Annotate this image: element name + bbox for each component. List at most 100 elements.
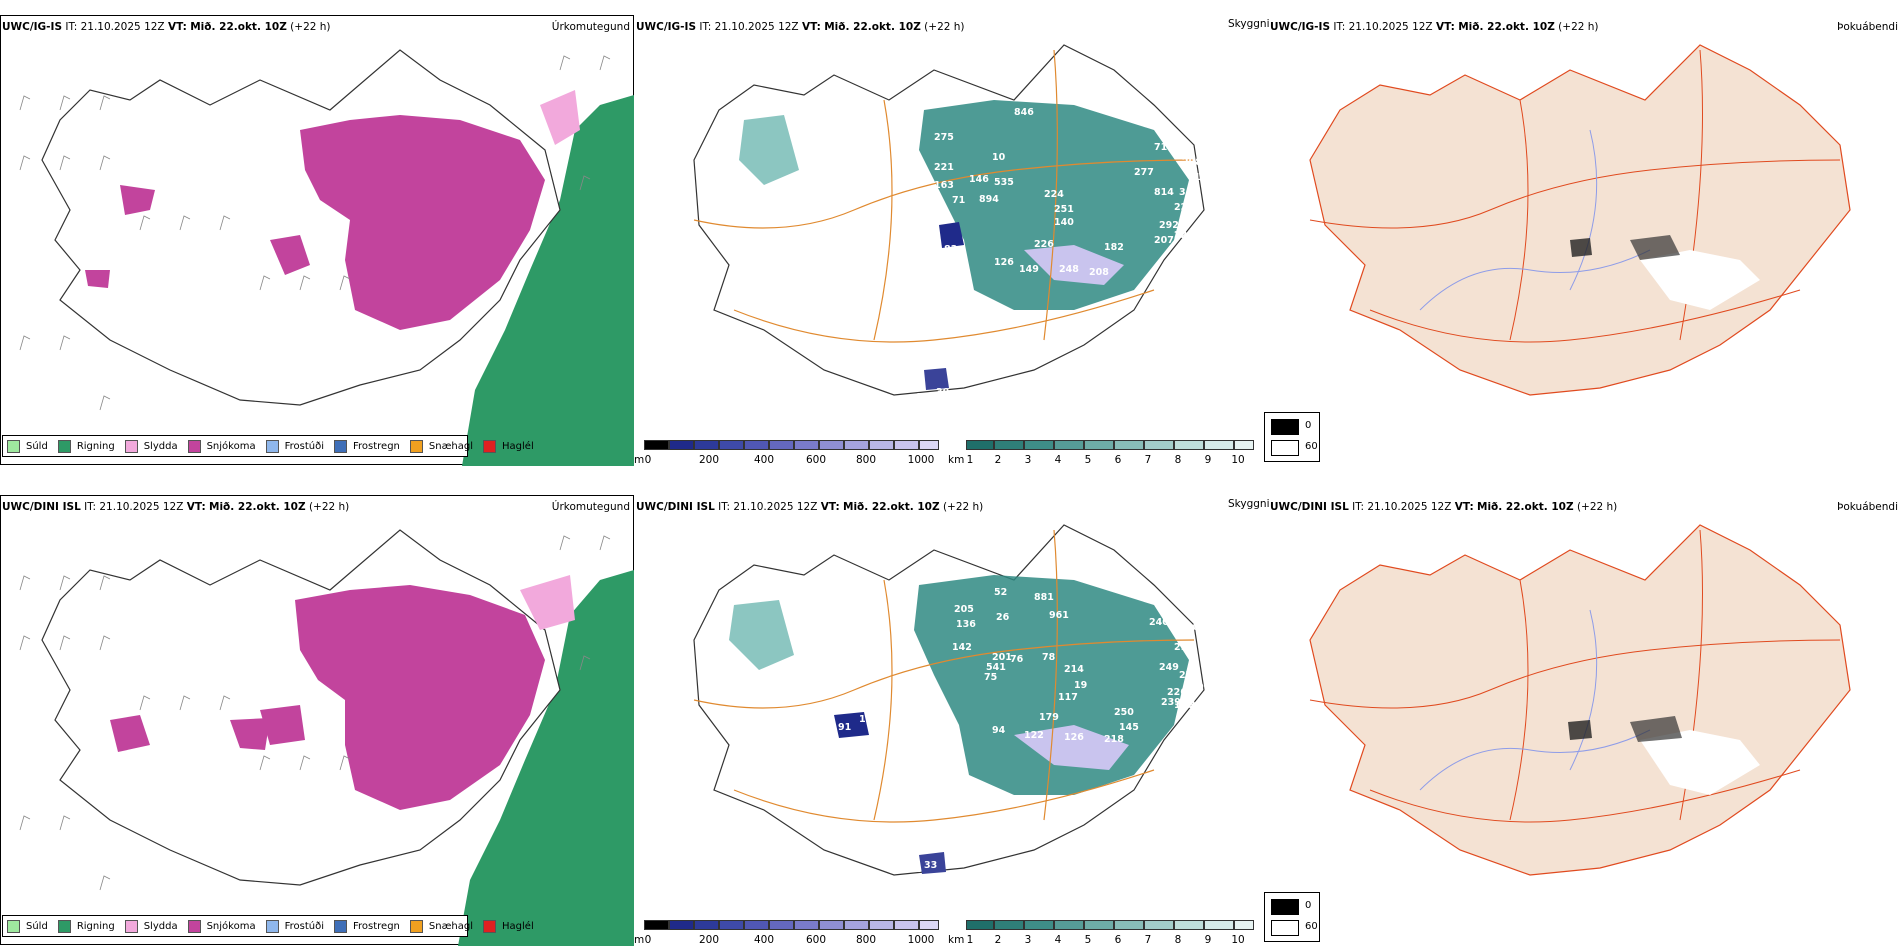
cloud-base-label: 78 <box>1042 652 1056 663</box>
cloud-base-label: 961 <box>1049 610 1069 621</box>
legend-item: Frostúði <box>265 439 324 453</box>
vis-tick: 4 <box>1054 454 1062 466</box>
vis-tick: 9 <box>1204 454 1212 466</box>
fog-area <box>1640 730 1760 795</box>
vis-tick: 10 <box>1231 454 1245 466</box>
fog-map <box>1309 44 1851 396</box>
cloud-tick: 200 <box>698 454 720 466</box>
it-value: 21.10.2025 12Z <box>733 501 818 513</box>
cloud-base-label: 83 <box>944 244 957 255</box>
legend-item: Frostúði <box>265 919 324 933</box>
vis-colorbar: km 1 2 3 4 5 6 7 8 9 10 <box>948 920 1256 946</box>
cloud-base-label: 220 <box>1174 202 1194 213</box>
it-value: 21.10.2025 12Z <box>1367 501 1452 513</box>
vt-value: Mið. 22.okt. 10Z <box>209 501 306 513</box>
low-cloud-area <box>924 368 949 390</box>
snow-area <box>270 235 310 275</box>
cloud-base-label: 146 <box>969 174 989 185</box>
low-cloud-area <box>1024 245 1124 285</box>
legend-item: Slydda <box>124 439 178 453</box>
cloud-base-label: 122 <box>1024 730 1044 741</box>
it-value: 21.10.2025 12Z <box>99 501 184 513</box>
cloud-base-label: 535 <box>994 177 1014 188</box>
fog-panel-2: UWC/DINI ISL IT: 21.10.2025 12Z VT: Mið.… <box>1270 490 1900 946</box>
cloud-base-label: 205 <box>954 604 974 615</box>
cloud-base-label: 814 <box>1154 187 1174 198</box>
model-name: UWC/DINI ISL <box>1270 501 1349 513</box>
it-label: IT: <box>84 501 97 513</box>
legend-item: Rigning <box>57 919 115 933</box>
cloud-base-label: 117 <box>1058 692 1078 703</box>
vt-label: VT: <box>1435 21 1455 33</box>
cloud-base-label: 276 <box>1179 670 1199 681</box>
cloud-base-label: 226 <box>1167 687 1187 698</box>
vt-label: VT: <box>1454 501 1474 513</box>
cloud-base-label: 126 <box>1174 700 1194 711</box>
snow-area <box>110 715 150 752</box>
fog-area <box>1630 235 1680 260</box>
it-value: 21.10.2025 12Z <box>1348 21 1433 33</box>
cloud-base-label: 214 <box>1064 664 1084 675</box>
visibility-area <box>919 100 1189 310</box>
cloud-base-label: 12 <box>916 392 929 403</box>
snow-area <box>260 705 305 745</box>
fog-area <box>1570 238 1592 257</box>
vis-unit: km <box>948 934 965 946</box>
fog-label: 60 <box>1305 921 1318 932</box>
ptype-legend: Súld Rigning Slydda Snjókoma Frostúði Fr… <box>2 915 534 937</box>
legend-item: Snæhagl <box>409 439 473 453</box>
cloud-base-label: 226 <box>1034 239 1054 250</box>
cloud-colorbar: m 0 200 400 600 800 1000 <box>634 920 942 946</box>
vis-title: Skyggni <box>1228 18 1270 30</box>
vis-tick: 2 <box>994 454 1002 466</box>
vis-tick: 1 <box>966 934 974 946</box>
legend-item: Haglél <box>483 919 534 933</box>
visibility-area <box>739 115 799 185</box>
ptype-map <box>19 49 634 466</box>
legend-item: Rigning <box>57 439 115 453</box>
cloud-base-label: 145 <box>1119 722 1139 733</box>
cloud-base-label: 711 <box>1154 142 1174 153</box>
vis-tick: 1 <box>966 454 974 466</box>
cloud-base-label: 135 <box>754 237 774 248</box>
cloud-tick: 600 <box>805 934 827 946</box>
it-label: IT: <box>65 21 78 33</box>
cloud-base-label: 275 <box>934 132 954 143</box>
snow-area <box>230 718 270 750</box>
cloud-base-label: 75 <box>984 672 997 683</box>
visibility-area <box>729 600 794 670</box>
cloud-base-label: 249 <box>1159 662 1179 673</box>
cloud-base-label: 30 <box>936 387 950 398</box>
rivers <box>1419 129 1651 311</box>
ptype-legend: Súld Rigning Slydda Snjókoma Frostúði Fr… <box>2 435 534 457</box>
fog-label: 60 <box>1305 441 1318 452</box>
cloud-base-label: 167 <box>774 200 794 211</box>
low-cloud-area <box>939 222 964 248</box>
cloud-base-label: 894 <box>979 194 999 205</box>
cloud-tick: 600 <box>805 454 827 466</box>
cloud-base-label: 71 <box>952 195 965 206</box>
sleet-area <box>540 90 580 145</box>
cloud-base-label: 207 <box>1154 235 1174 246</box>
cloud-tick: 200 <box>698 934 720 946</box>
cloud-base-label: 136 <box>956 619 976 630</box>
cloud-base-label: 126 <box>859 714 879 725</box>
ptype-panel-1: UWC/IG-IS IT: 21.10.2025 12Z VT: Mið. 22… <box>0 10 634 466</box>
cloud-base-label: 221 <box>934 162 954 173</box>
cloud-base-label: 295 <box>1174 642 1194 653</box>
vis-tick: 2 <box>994 934 1002 946</box>
lead-time: (+22 h) <box>1576 501 1618 513</box>
wind-barbs <box>19 535 611 891</box>
cloud-base-label: 126 <box>1064 732 1084 743</box>
cloud-base-label: 3 <box>1189 207 1196 218</box>
island-land <box>1309 524 1851 876</box>
snow-area <box>85 270 110 288</box>
lead-time: (+22 h) <box>290 21 331 33</box>
ptype-panel-2: UWC/DINI ISL IT: 21.10.2025 12Z VT: Mið.… <box>0 490 634 946</box>
lead-time: (+22 h) <box>942 501 984 513</box>
lead-time: (+22 h) <box>308 501 350 513</box>
cloud-base-label: 248 <box>1059 264 1079 275</box>
legend-item: Slydda <box>124 919 178 933</box>
cloud-tick: 400 <box>753 454 775 466</box>
